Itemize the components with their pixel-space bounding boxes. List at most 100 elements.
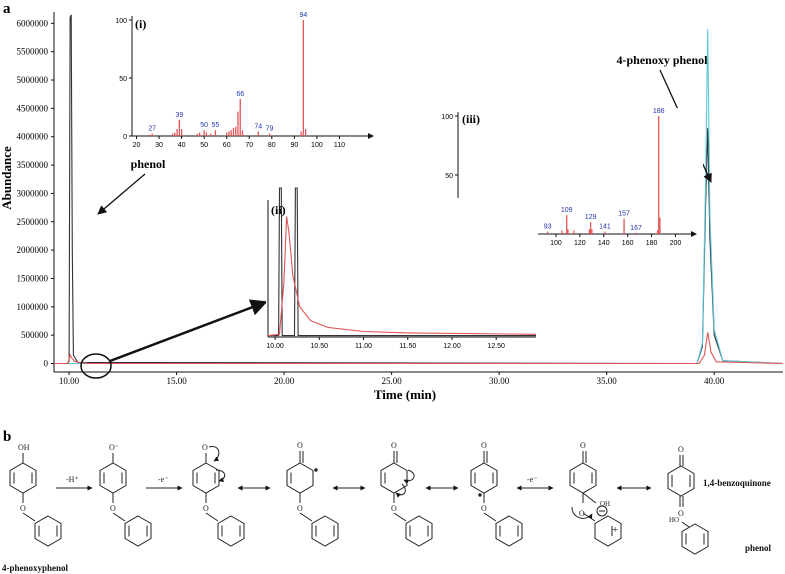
atom-o-3: O: [202, 443, 208, 452]
spectrum-iii-peak-label: 93: [544, 224, 552, 231]
spectrum-i-x-tick-label: 70: [245, 142, 253, 149]
spectrum-iii-x-tick-label: 180: [646, 240, 658, 247]
chromatogram-y-tick-label: 4000000: [17, 132, 49, 142]
chromatogram-series-1: [54, 28, 784, 365]
inset-i-label: (i): [135, 17, 146, 31]
spectrum-i-peak-label: 39: [175, 112, 183, 119]
zoom-circle: [80, 353, 112, 379]
spectrum-iii-x-axis-arrow: [691, 231, 697, 237]
step-label-2: -e⁻: [158, 475, 168, 484]
spectrum-i-peak-label: 94: [299, 12, 307, 19]
chromatogram-x-tick-label: 35.00: [597, 376, 618, 386]
atom-o-q2: O: [678, 509, 684, 518]
zoom-x-tick-label: 11.00: [355, 343, 372, 350]
spectrum-i-peak-label: 74: [254, 123, 262, 130]
cation-plus: +: [612, 524, 618, 536]
atom-o-3b: O: [203, 504, 209, 513]
chromatogram-y-tick-label: 500000: [21, 330, 49, 340]
chromatogram-y-tick-label: 0: [44, 358, 49, 368]
zoom-x-tick-label: 12.00: [443, 343, 461, 350]
atom-oh-7: OH: [600, 500, 610, 508]
atom-o-2: O: [110, 504, 116, 513]
spectrum-iii-peak-label: 167: [630, 225, 642, 232]
zoomed-chromatogram-ii: 10.00 10.50 11.00 11.50 12.00 12.50: [266, 187, 538, 351]
zoom-series-1: [267, 216, 537, 337]
molecule-cation-intermediate: [569, 451, 622, 547]
atom-o-6b: O: [481, 504, 487, 513]
spectrum-i-x-tick-label: 90: [290, 142, 298, 149]
spectrum-iii-x-tick-label: 100: [550, 240, 562, 247]
spectrum-i-x-tick-label: 80: [268, 142, 276, 149]
chromatogram-y-tick-label: 6000000: [17, 18, 49, 28]
atom-o-7b: O: [579, 509, 585, 518]
spectrum-i-y-tick-label: 0: [123, 134, 127, 141]
annotation-phenol-arrow: [97, 173, 146, 215]
chromatogram-y-tick-label: 3000000: [17, 188, 49, 198]
chromatogram-x-axis-label: Time (min): [374, 387, 436, 402]
chromatogram-chart: 0 500000 1000000 1500000 2000000 2500000 30000…: [0, 12, 784, 402]
spectrum-i-x-axis-arrow: [368, 133, 374, 139]
inset-ii-label: (ii): [271, 203, 286, 217]
atom-o-4: O: [297, 441, 303, 450]
spectrum-iii-peak-label: 109: [561, 207, 573, 214]
spectrum-iii-peak-label: 129: [585, 214, 597, 221]
spectrum-i-y-tick-label: 50: [119, 76, 127, 83]
inset-iii-label: (iii): [462, 112, 480, 126]
spectrum-i-background: [102, 12, 380, 156]
chromatogram-y-tick-label: 1000000: [17, 302, 49, 312]
atom-o-4b: O: [297, 504, 303, 513]
chromatogram-x-tick-label: 25.00: [381, 376, 402, 386]
spectrum-i-x-tick-label: 100: [311, 142, 323, 149]
mass-spectrum-i: 0 50 100 20 30 40 50 60 70 80 90 100 110 27 39 50 55 66 74…: [102, 12, 380, 156]
label-phenol: phenol: [745, 543, 772, 553]
atom-o-7: O: [580, 441, 586, 450]
spectrum-iii-y-tick-label: 50: [445, 173, 453, 180]
spectrum-iii-peak-label: 186: [653, 108, 665, 115]
molecule-resonance-para: [470, 451, 523, 547]
atom-o-minus-2: O⁻: [109, 443, 119, 452]
spectrum-i-peak-label: 55: [212, 122, 220, 129]
spectrum-iii-y-tick-label: 100: [441, 114, 453, 121]
spectrum-i-peak-label: 79: [266, 126, 274, 133]
atom-o-6: O: [481, 441, 487, 450]
zoom-arrow: [109, 299, 268, 363]
chromatogram-y-tick-label: 4500000: [17, 103, 49, 113]
atom-o-q1: O: [678, 445, 684, 454]
chromatogram-y-axis-label: Abundance: [0, 146, 14, 210]
spectrum-i-x-tick-label: 110: [334, 142, 345, 149]
chromatogram-y-tick-label: 2000000: [17, 245, 49, 255]
zoom-x-tick-label: 12.50: [487, 343, 505, 350]
spectrum-iii-x-tick-label: 160: [622, 240, 634, 247]
step-label-3: -e⁻: [527, 475, 537, 484]
chromatogram-x-tick-label: 15.00: [166, 376, 187, 386]
spectrum-iii-x-tick-label: 120: [574, 240, 586, 247]
annotation-4-phenoxy-phenol: 4-phenoxy phenol: [616, 53, 708, 67]
chromatogram-x-tick-label: 20.00: [274, 376, 295, 386]
spectrum-i-x-tick-label: 50: [200, 142, 208, 149]
chromatogram-y-tick-label: 5000000: [17, 75, 49, 85]
chromatogram-y-tick-label: 5500000: [17, 47, 49, 57]
atom-o-1: O: [20, 504, 26, 513]
zoom-background: [266, 198, 538, 351]
atom-oh-1: OH: [18, 443, 30, 452]
chromatogram-y-tick-label: 1500000: [17, 273, 49, 283]
spectrum-i-x-tick-label: 30: [155, 142, 163, 149]
annotation-phenol: phenol: [131, 157, 166, 171]
spectrum-i-x-tick-label: 60: [223, 142, 231, 149]
chromatogram-series-2: [54, 332, 784, 365]
chromatogram-x-tick-label: 40.00: [704, 376, 725, 386]
molecule-resonance-arrows: [380, 451, 433, 547]
zoom-series-0: [268, 187, 536, 337]
spectrum-i-y-tick-label: 100: [115, 18, 127, 25]
label-1-4-benzoquinone: 1,4-benzoquinone: [703, 478, 771, 488]
step-label-1: -H⁺: [66, 475, 79, 484]
panel-b-label: b: [3, 429, 11, 445]
spectrum-iii-peak-label: 141: [599, 224, 611, 231]
zoom-x-tick-label: 10.00: [266, 343, 284, 350]
molecule-phenoxy-radical: [192, 446, 245, 547]
spectrum-i-x-tick-label: 20: [133, 142, 141, 149]
zoom-x-tick-label: 11.50: [399, 343, 416, 350]
atom-ho-phenol: HO: [669, 516, 679, 524]
atom-o-5b: O: [391, 504, 397, 513]
